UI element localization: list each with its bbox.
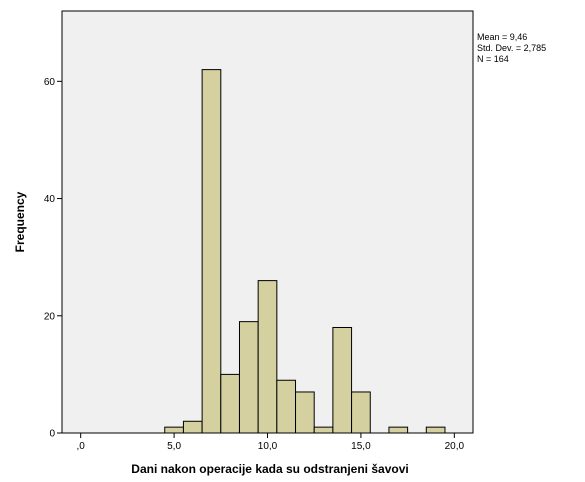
stats-std-dev: Std. Dev. = 2,785 bbox=[477, 43, 546, 53]
histogram-bar-2 bbox=[201, 69, 222, 434]
stats-mean: Mean = 9,46 bbox=[477, 32, 527, 42]
x-tick-label-4: 20,0 bbox=[445, 441, 465, 452]
stats-n: N = 164 bbox=[477, 54, 509, 64]
y-axis-title: Frequency bbox=[13, 191, 27, 252]
y-tick-label-1: 20 bbox=[44, 311, 56, 322]
histogram-bar-12 bbox=[425, 426, 446, 434]
histogram-bar-5 bbox=[257, 280, 278, 434]
histogram-bar-9 bbox=[332, 327, 353, 434]
histogram-bar-7 bbox=[295, 391, 315, 434]
bars-layer bbox=[164, 69, 446, 434]
histogram-bar-8 bbox=[313, 426, 334, 434]
y-tick-label-0: 0 bbox=[49, 429, 55, 440]
x-axis-title: Dani nakon operacije kada su odstranjeni… bbox=[131, 462, 408, 476]
x-tick-label-1: 5,0 bbox=[167, 441, 181, 452]
histogram-bar-4 bbox=[238, 321, 259, 434]
y-tick-label-2: 40 bbox=[44, 194, 56, 205]
histogram-bar-3 bbox=[220, 373, 240, 434]
stats-box: Mean = 9,46 Std. Dev. = 2,785 N = 164 bbox=[477, 32, 546, 64]
histogram-bar-6 bbox=[276, 379, 297, 434]
x-tick-label-2: 10,0 bbox=[258, 441, 278, 452]
histogram-bar-10 bbox=[351, 391, 371, 434]
histogram-bar-11 bbox=[388, 426, 409, 434]
y-tick-label-3: 60 bbox=[44, 77, 56, 88]
axes-layer: ,0 5,0 10,0 15,0 20,0 0 20 40 60 bbox=[44, 77, 465, 452]
x-tick-label-3: 15,0 bbox=[351, 441, 371, 452]
x-tick-label-0: ,0 bbox=[77, 441, 86, 452]
histogram-bar-1 bbox=[182, 420, 203, 434]
histogram-bar-0 bbox=[164, 426, 184, 434]
